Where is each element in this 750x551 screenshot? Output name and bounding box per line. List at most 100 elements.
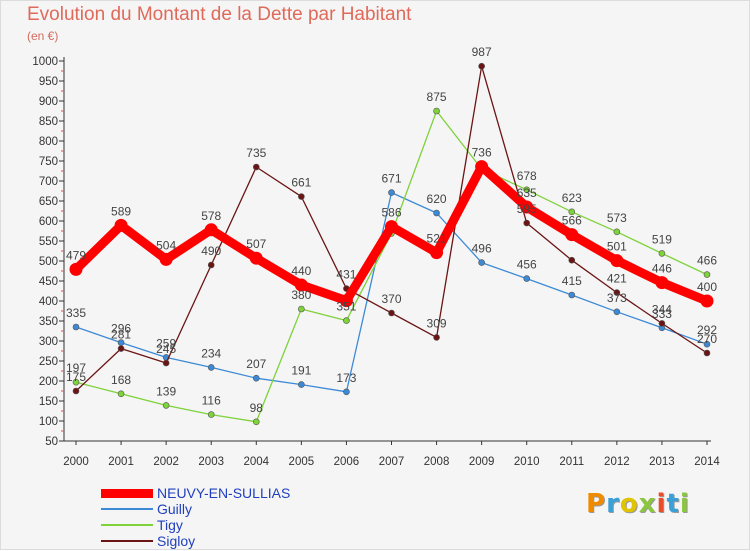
data-point <box>162 402 170 409</box>
data-point <box>252 374 260 382</box>
data-label: 620 <box>427 192 447 206</box>
x-tick-label: 2005 <box>289 456 315 468</box>
data-point <box>72 387 80 395</box>
data-label: 504 <box>156 238 176 252</box>
data-label: 292 <box>697 323 717 337</box>
data-label: 139 <box>156 384 176 398</box>
data-point <box>162 359 170 367</box>
proxiti-logo: Proxiti <box>586 489 690 519</box>
data-label: 661 <box>291 176 311 190</box>
data-label: 421 <box>607 272 627 286</box>
data-point <box>475 160 489 174</box>
data-point <box>114 218 128 232</box>
data-label: 415 <box>562 274 582 288</box>
data-label: 380 <box>291 288 311 302</box>
y-tick-label: 800 <box>39 136 58 148</box>
data-label: 735 <box>246 146 266 160</box>
data-point <box>565 228 579 242</box>
data-label: 373 <box>607 291 627 305</box>
data-label: 736 <box>472 146 492 160</box>
data-point <box>298 381 305 388</box>
data-label: 245 <box>156 342 176 356</box>
legend-label: Guilly <box>157 501 193 517</box>
data-point <box>568 291 576 299</box>
chart-legend: NEUVY-EN-SULLIAS Guilly Tigy Sigloy <box>101 485 290 549</box>
data-point <box>478 259 485 266</box>
data-point <box>523 186 531 194</box>
y-tick-label: 100 <box>39 416 58 428</box>
y-tick-label: 400 <box>39 296 58 308</box>
data-label: 259 <box>156 336 176 350</box>
data-label: 490 <box>201 244 221 258</box>
data-point <box>252 418 260 426</box>
data-label: 678 <box>517 169 537 183</box>
data-point <box>298 305 305 313</box>
y-tick-label: 550 <box>39 236 58 248</box>
y-tick-label: 50 <box>45 436 58 448</box>
data-point <box>72 323 80 331</box>
data-point <box>610 254 624 268</box>
data-label: 234 <box>201 346 221 360</box>
y-tick-label: 200 <box>39 376 58 388</box>
data-point <box>568 208 576 216</box>
data-point <box>478 62 485 70</box>
data-label: 197 <box>66 361 86 375</box>
legend-swatch <box>101 508 153 510</box>
y-tick-label: 250 <box>39 356 58 368</box>
data-label: 671 <box>381 172 401 186</box>
y-tick-label: 450 <box>39 276 58 288</box>
data-point <box>252 163 260 171</box>
y-tick-label: 850 <box>39 116 58 128</box>
data-point <box>613 289 621 296</box>
y-tick-label: 300 <box>39 336 58 348</box>
x-tick-label: 2000 <box>63 456 89 468</box>
data-label: 479 <box>66 248 86 262</box>
data-point <box>207 261 215 269</box>
data-label: 496 <box>472 242 492 256</box>
x-tick-label: 2007 <box>379 456 405 468</box>
series-line-tigy <box>75 110 708 423</box>
y-tick-label: 750 <box>39 156 58 168</box>
data-point <box>703 271 711 278</box>
y-tick-label: 1000 <box>32 56 58 68</box>
data-label: 566 <box>562 214 582 228</box>
y-tick-label: 350 <box>39 316 58 328</box>
legend-item: NEUVY-EN-SULLIAS <box>101 485 290 501</box>
data-point <box>298 193 305 200</box>
data-label: 400 <box>697 280 717 294</box>
x-tick-label: 2008 <box>424 456 450 468</box>
data-point <box>343 317 350 324</box>
data-label: 586 <box>381 206 401 220</box>
data-point <box>658 320 666 327</box>
x-tick-label: 2001 <box>108 456 134 468</box>
legend-swatch <box>101 540 153 542</box>
data-label: 440 <box>291 264 311 278</box>
data-point <box>433 107 440 115</box>
data-label: 466 <box>697 254 717 268</box>
data-point <box>613 228 621 236</box>
chart-unit-label: (en €) <box>27 29 59 43</box>
data-label: 370 <box>381 292 401 306</box>
legend-item: Tigy <box>101 517 290 533</box>
data-point <box>523 219 531 227</box>
data-label: 309 <box>427 316 447 330</box>
data-point <box>613 308 621 316</box>
x-tick-label: 2004 <box>243 456 269 468</box>
data-label: 296 <box>111 322 131 336</box>
data-point <box>523 275 531 282</box>
data-point <box>207 411 215 418</box>
chart-data-labels: 479 589 504 578 507 440 586 521 736 635 566 501 446 4… <box>66 45 717 415</box>
data-point <box>430 246 444 260</box>
data-point <box>204 223 218 237</box>
y-tick-label: 700 <box>39 176 58 188</box>
legend-swatch <box>101 524 153 526</box>
legend-label: Sigloy <box>157 533 196 549</box>
data-point <box>72 378 80 386</box>
y-tick-label: 500 <box>39 256 58 268</box>
data-label: 578 <box>201 209 221 223</box>
legend-swatch <box>101 488 153 498</box>
data-label: 281 <box>111 328 131 342</box>
data-label: 335 <box>66 306 86 320</box>
y-tick-label: 600 <box>39 216 58 228</box>
data-point <box>343 388 350 396</box>
